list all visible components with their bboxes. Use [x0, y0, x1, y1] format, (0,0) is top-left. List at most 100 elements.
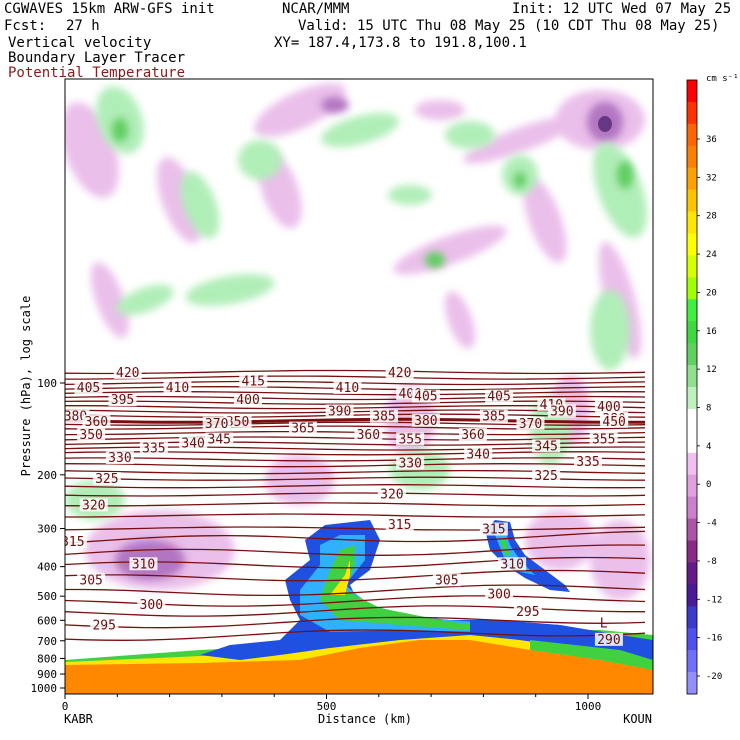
y-tick-label: 200: [37, 469, 57, 482]
colorbar-label: 8: [706, 404, 711, 414]
theta-label-bg: [513, 605, 542, 619]
theta-label: 300: [140, 598, 163, 613]
theta-label-bg: [65, 535, 87, 549]
y-tick-label: 400: [37, 561, 57, 574]
theta-label: 365: [291, 422, 314, 437]
colorbar: 36 32 28 24 20 16 12 8 4 0 -4 -8 -12 -16 -20: [686, 79, 722, 695]
theta-label-bg: [333, 380, 362, 394]
colorbar-label: 12: [706, 365, 717, 375]
y-tick-label: 800: [37, 652, 57, 665]
theta-label: 325: [95, 472, 118, 487]
valid-time: Valid: 15 UTC Thu 08 May 25 (10 CDT Thu …: [298, 18, 720, 34]
theta-label: 355: [398, 432, 421, 447]
x-tick-label: 500: [317, 700, 337, 713]
theta-label: 390: [328, 404, 351, 419]
theta-label-bg: [594, 400, 623, 414]
theta-label-bg: [411, 413, 440, 427]
colorbar-frame: [686, 79, 698, 695]
theta-contour: [65, 616, 646, 629]
colorbar-swatch: [687, 628, 697, 651]
theta-label-bg: [139, 441, 168, 455]
colorbar-swatch: [687, 167, 697, 191]
theta-label: 400: [597, 400, 620, 415]
theta-label-bg: [594, 632, 623, 646]
colorbar-label: -16: [706, 634, 722, 644]
theta-label: 410: [336, 381, 359, 396]
theta-label-bg: [532, 439, 561, 453]
y-tick-label: 900: [37, 668, 57, 681]
theta-label: 330: [108, 451, 131, 466]
shading-layer: 4204204154054104104004054053954004104003…: [61, 83, 653, 694]
colorbar-label: -8: [706, 557, 717, 567]
theta-label-bg: [547, 404, 576, 418]
theta-label: 325: [534, 469, 557, 484]
theta-label: 305: [79, 573, 102, 588]
theta-contour: [65, 569, 646, 582]
colorbar-swatch: [687, 562, 697, 585]
theta-labels: 4204204154054104104004054053954004104003…: [61, 365, 629, 648]
theta-label-bg: [113, 365, 142, 379]
theta-label: 305: [435, 573, 458, 588]
theta-label-bg: [90, 618, 119, 632]
colorbar-swatch: [687, 584, 697, 607]
theta-label-bg: [179, 436, 208, 450]
theta-contour: [65, 369, 646, 375]
theta-label: 380: [414, 414, 437, 429]
theta-label-bg: [574, 454, 602, 468]
colorbar-unit: cm s⁻¹: [706, 74, 739, 84]
theta-label: 370: [205, 417, 228, 432]
theta-label-bg: [234, 393, 263, 407]
colorbar-swatch: [687, 233, 697, 256]
theta-label-bg: [74, 380, 103, 394]
theta-contour: [65, 375, 646, 380]
colorbar-swatch: [687, 321, 697, 344]
colorbar-swatch: [687, 387, 697, 410]
colorbar-swatch: [687, 606, 697, 629]
theta-label-bg: [137, 597, 166, 611]
theta-label-bg: [239, 374, 268, 388]
fcst-label: Fcst:: [4, 18, 47, 34]
field-potential-temperature: Potential Temperature: [8, 65, 186, 81]
theta-label: 340: [466, 447, 489, 462]
plot-frame: [64, 78, 654, 695]
init-time: Init: 12 UTC Wed 07 May 25: [512, 1, 732, 17]
theta-label: 315: [61, 535, 84, 550]
theta-label-bg: [485, 389, 514, 403]
theta-label: 360: [85, 415, 108, 430]
org-label: NCAR/MMM: [282, 1, 350, 17]
theta-contour: [65, 425, 646, 430]
theta-label-bg: [516, 416, 545, 430]
x-axis-title: Distance (km): [318, 712, 412, 726]
colorbar-swatch: [687, 650, 697, 673]
theta-label: 355: [592, 432, 615, 447]
theta-label-bg: [105, 451, 134, 465]
theta-label: 385: [372, 410, 395, 425]
colorbar-label: 0: [706, 480, 711, 490]
theta-label: 290: [597, 633, 620, 648]
theta-label-bg: [396, 456, 425, 470]
colorbar-label: -12: [706, 595, 722, 605]
colorbar-label: -4: [706, 519, 717, 529]
colorbar-swatch: [687, 211, 697, 234]
theta-label: 315: [388, 518, 411, 533]
colorbar-swatch: [687, 123, 697, 147]
right-endpoint: KOUN: [623, 712, 652, 726]
theta-label-bg: [396, 432, 425, 446]
theta-label-bg: [479, 522, 508, 536]
y-tick-label: 500: [37, 590, 57, 603]
bl-tracer-labels: L: [600, 617, 608, 632]
colorbar-swatch: [687, 496, 697, 520]
theta-contour: [65, 526, 646, 531]
fcst-value: 27 h: [66, 18, 100, 34]
colorbar-swatch: [687, 299, 697, 322]
theta-label-bg: [479, 409, 508, 423]
colorbar-swatch: [687, 518, 697, 541]
theta-label: 330: [398, 456, 421, 471]
theta-label: 405: [487, 390, 510, 405]
theta-contour: [65, 629, 646, 641]
theta-label-bg: [163, 380, 192, 394]
theta-label: 310: [132, 557, 155, 572]
theta-contour: [65, 391, 646, 396]
theta-label: 300: [487, 588, 510, 603]
